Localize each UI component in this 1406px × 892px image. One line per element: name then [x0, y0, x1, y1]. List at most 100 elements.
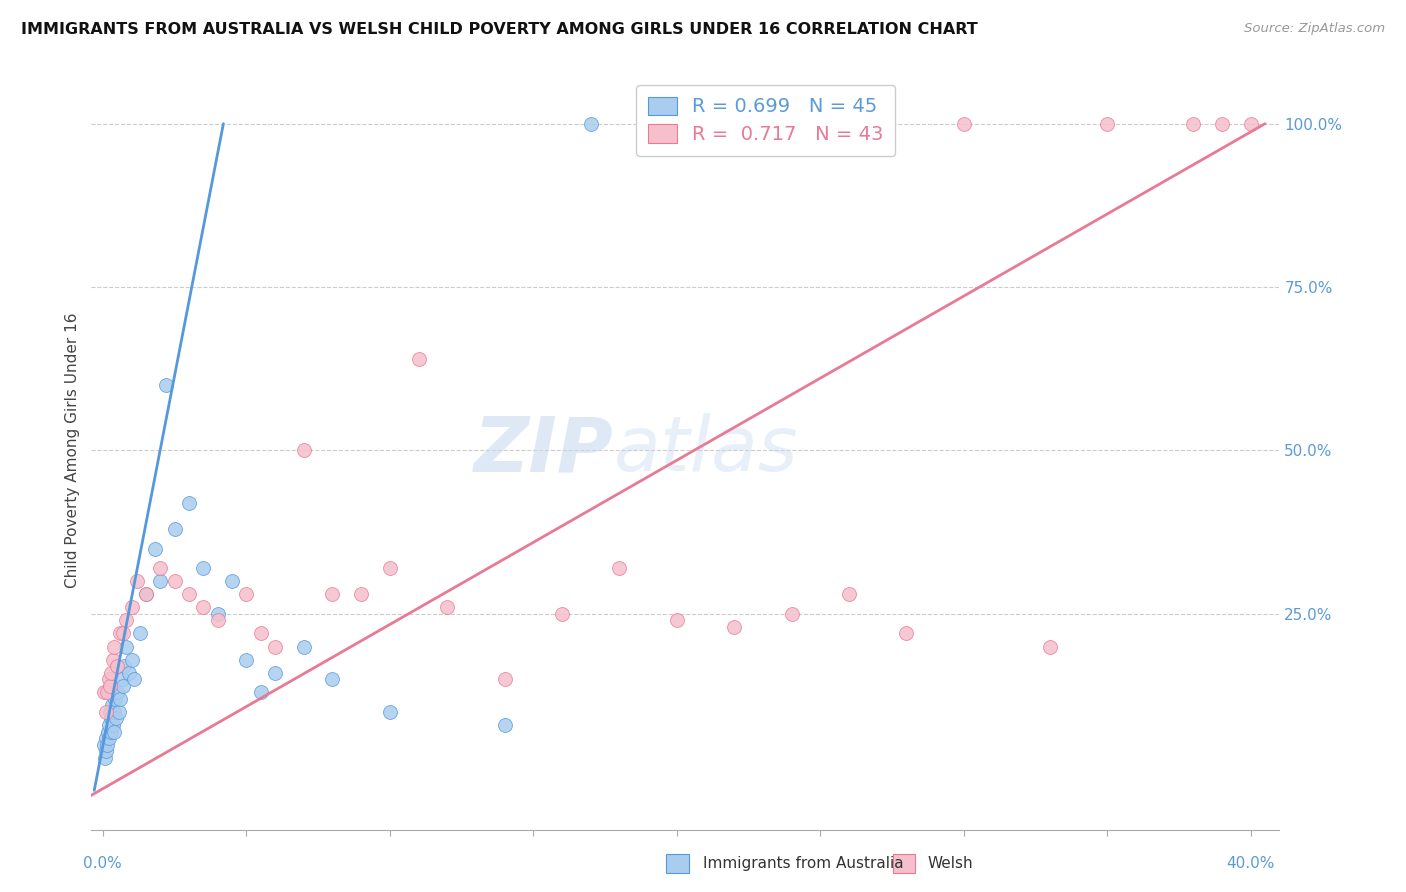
- Point: [100, 711, 122, 725]
- Point: [149, 574, 172, 589]
- Point: [121, 600, 143, 615]
- Point: [103, 724, 125, 739]
- Text: Source: ZipAtlas.com: Source: ZipAtlas.com: [1244, 22, 1385, 36]
- Point: [1039, 640, 1062, 654]
- Point: [494, 672, 516, 686]
- Point: [321, 672, 343, 686]
- Point: [436, 600, 458, 615]
- Point: [97, 724, 120, 739]
- Point: [98, 705, 121, 719]
- Point: [1182, 117, 1205, 131]
- Point: [838, 587, 860, 601]
- Point: [579, 117, 602, 131]
- Point: [1097, 117, 1119, 131]
- Point: [127, 574, 149, 589]
- Text: IMMIGRANTS FROM AUSTRALIA VS WELSH CHILD POVERTY AMONG GIRLS UNDER 16 CORRELATIO: IMMIGRANTS FROM AUSTRALIA VS WELSH CHILD…: [21, 22, 977, 37]
- Point: [207, 607, 229, 621]
- Point: [193, 600, 215, 615]
- Point: [378, 705, 401, 719]
- Point: [93, 685, 115, 699]
- Point: [129, 626, 152, 640]
- Point: [321, 587, 343, 601]
- Point: [221, 574, 243, 589]
- Point: [101, 718, 124, 732]
- Point: [163, 574, 186, 589]
- Point: [114, 640, 136, 654]
- Point: [104, 711, 127, 725]
- Point: [103, 640, 125, 654]
- Point: [94, 705, 117, 719]
- Point: [163, 522, 186, 536]
- Point: [94, 744, 117, 758]
- Text: Welsh: Welsh: [928, 856, 973, 871]
- Point: [193, 561, 215, 575]
- Point: [107, 705, 129, 719]
- Point: [108, 626, 131, 640]
- Point: [112, 659, 135, 673]
- Point: [952, 117, 974, 131]
- Point: [105, 659, 128, 673]
- Point: [780, 607, 803, 621]
- Legend: R = 0.699   N = 45, R =  0.717   N = 43: R = 0.699 N = 45, R = 0.717 N = 43: [636, 85, 896, 156]
- Point: [101, 698, 124, 713]
- Point: [98, 718, 121, 732]
- Point: [551, 607, 574, 621]
- Point: [101, 652, 124, 666]
- FancyBboxPatch shape: [893, 854, 915, 873]
- Text: 0.0%: 0.0%: [83, 855, 122, 871]
- Text: Immigrants from Australia: Immigrants from Australia: [703, 856, 904, 871]
- Point: [292, 640, 315, 654]
- Point: [264, 640, 287, 654]
- Point: [98, 679, 121, 693]
- Point: [1211, 117, 1233, 131]
- Point: [155, 378, 177, 392]
- Point: [723, 620, 745, 634]
- Point: [264, 665, 287, 680]
- Point: [609, 561, 631, 575]
- Point: [665, 614, 688, 628]
- Text: 40.0%: 40.0%: [1226, 855, 1275, 871]
- Point: [235, 587, 257, 601]
- Point: [135, 587, 157, 601]
- Point: [97, 731, 120, 745]
- Point: [108, 691, 131, 706]
- Point: [177, 496, 200, 510]
- Point: [105, 685, 128, 699]
- Point: [1240, 117, 1263, 131]
- Text: atlas: atlas: [614, 414, 799, 487]
- Point: [118, 665, 141, 680]
- Point: [93, 738, 115, 752]
- Point: [143, 541, 166, 556]
- Point: [378, 561, 401, 575]
- Point: [100, 665, 122, 680]
- Point: [249, 685, 271, 699]
- Point: [177, 587, 200, 601]
- Point: [114, 614, 136, 628]
- FancyBboxPatch shape: [666, 854, 689, 873]
- Text: ZIP: ZIP: [474, 414, 614, 487]
- Point: [408, 351, 430, 366]
- Point: [896, 626, 918, 640]
- Point: [96, 731, 118, 745]
- Y-axis label: Child Poverty Among Girls Under 16: Child Poverty Among Girls Under 16: [65, 313, 80, 588]
- Point: [121, 652, 143, 666]
- Point: [135, 587, 157, 601]
- Point: [249, 626, 271, 640]
- Point: [111, 626, 134, 640]
- Point: [292, 443, 315, 458]
- Point: [350, 587, 373, 601]
- Point: [103, 705, 125, 719]
- Point: [96, 685, 118, 699]
- Point: [110, 672, 132, 686]
- Point: [111, 679, 134, 693]
- Point: [94, 750, 117, 764]
- Point: [235, 652, 257, 666]
- Point: [207, 614, 229, 628]
- Point: [104, 691, 127, 706]
- Point: [96, 738, 118, 752]
- Point: [494, 718, 516, 732]
- Point: [97, 672, 120, 686]
- Point: [149, 561, 172, 575]
- Point: [100, 724, 122, 739]
- Point: [124, 672, 146, 686]
